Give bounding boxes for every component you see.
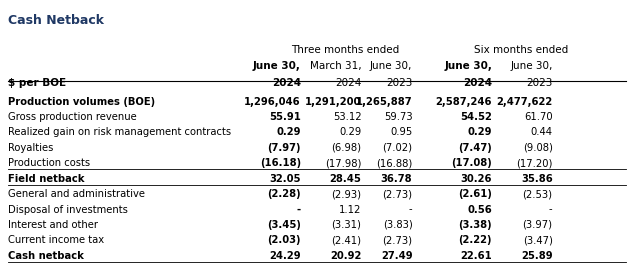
Text: (3.83): (3.83) bbox=[383, 220, 412, 230]
Text: 28.45: 28.45 bbox=[330, 174, 362, 184]
Text: 54.52: 54.52 bbox=[460, 112, 492, 122]
Text: June 30,: June 30, bbox=[370, 61, 412, 71]
Text: (2.28): (2.28) bbox=[268, 189, 301, 199]
Text: June 30,: June 30, bbox=[510, 61, 552, 71]
Text: June 30,: June 30, bbox=[253, 61, 301, 71]
Text: (2.41): (2.41) bbox=[332, 235, 362, 245]
Text: Interest and other: Interest and other bbox=[8, 220, 98, 230]
Text: 1.12: 1.12 bbox=[339, 204, 362, 215]
Text: (3.97): (3.97) bbox=[523, 220, 552, 230]
Text: 0.95: 0.95 bbox=[390, 127, 412, 138]
Text: (16.18): (16.18) bbox=[260, 158, 301, 168]
Text: (2.73): (2.73) bbox=[382, 235, 412, 245]
Text: (16.88): (16.88) bbox=[376, 158, 412, 168]
Text: 24.29: 24.29 bbox=[269, 251, 301, 261]
Text: (3.47): (3.47) bbox=[523, 235, 552, 245]
Text: (3.31): (3.31) bbox=[332, 220, 362, 230]
Text: Gross production revenue: Gross production revenue bbox=[8, 112, 136, 122]
Text: (2.03): (2.03) bbox=[268, 235, 301, 245]
Text: 59.73: 59.73 bbox=[384, 112, 412, 122]
Text: -: - bbox=[409, 204, 412, 215]
Text: June 30,: June 30, bbox=[444, 61, 492, 71]
Text: (2.22): (2.22) bbox=[458, 235, 492, 245]
Text: 1,291,200: 1,291,200 bbox=[305, 97, 362, 107]
Text: 35.86: 35.86 bbox=[521, 174, 552, 184]
Text: General and administrative: General and administrative bbox=[8, 189, 145, 199]
Text: 30.26: 30.26 bbox=[461, 174, 492, 184]
Text: 0.44: 0.44 bbox=[531, 127, 552, 138]
Text: 0.29: 0.29 bbox=[276, 127, 301, 138]
Text: (17.08): (17.08) bbox=[451, 158, 492, 168]
Text: (3.38): (3.38) bbox=[458, 220, 492, 230]
Text: (7.47): (7.47) bbox=[458, 143, 492, 153]
Text: 61.70: 61.70 bbox=[524, 112, 552, 122]
Text: Field netback: Field netback bbox=[8, 174, 84, 184]
Text: Six months ended: Six months ended bbox=[474, 45, 568, 55]
Text: (9.08): (9.08) bbox=[523, 143, 552, 153]
Text: 0.29: 0.29 bbox=[468, 127, 492, 138]
Text: 22.61: 22.61 bbox=[460, 251, 492, 261]
Text: 2023: 2023 bbox=[386, 78, 412, 88]
Text: -: - bbox=[549, 204, 552, 215]
Text: 27.49: 27.49 bbox=[381, 251, 412, 261]
Text: Royalties: Royalties bbox=[8, 143, 53, 153]
Text: March 31,: March 31, bbox=[310, 61, 362, 71]
Text: (17.20): (17.20) bbox=[516, 158, 552, 168]
Text: 53.12: 53.12 bbox=[333, 112, 362, 122]
Text: Disposal of investments: Disposal of investments bbox=[8, 204, 127, 215]
Text: (2.93): (2.93) bbox=[332, 189, 362, 199]
Text: (2.61): (2.61) bbox=[458, 189, 492, 199]
Text: (7.97): (7.97) bbox=[268, 143, 301, 153]
Text: -: - bbox=[297, 204, 301, 215]
Text: 2023: 2023 bbox=[526, 78, 552, 88]
Text: 2024: 2024 bbox=[335, 78, 362, 88]
Text: Three months ended: Three months ended bbox=[291, 45, 399, 55]
Text: (6.98): (6.98) bbox=[332, 143, 362, 153]
Text: 1,265,887: 1,265,887 bbox=[356, 97, 412, 107]
Text: Production volumes (BOE): Production volumes (BOE) bbox=[8, 97, 155, 107]
Text: 2024: 2024 bbox=[463, 78, 492, 88]
Text: 2,477,622: 2,477,622 bbox=[497, 97, 552, 107]
Text: Cash Netback: Cash Netback bbox=[8, 14, 104, 27]
Text: 1,296,046: 1,296,046 bbox=[244, 97, 301, 107]
Text: 32.05: 32.05 bbox=[269, 174, 301, 184]
Text: 20.92: 20.92 bbox=[330, 251, 362, 261]
Text: 2,587,246: 2,587,246 bbox=[436, 97, 492, 107]
Text: 25.89: 25.89 bbox=[521, 251, 552, 261]
Text: Current income tax: Current income tax bbox=[8, 235, 104, 245]
Text: (2.73): (2.73) bbox=[382, 189, 412, 199]
Text: Realized gain on risk management contracts: Realized gain on risk management contrac… bbox=[8, 127, 231, 138]
Text: (2.53): (2.53) bbox=[523, 189, 552, 199]
Text: Production costs: Production costs bbox=[8, 158, 90, 168]
Text: (7.02): (7.02) bbox=[382, 143, 412, 153]
Text: 2024: 2024 bbox=[272, 78, 301, 88]
Text: 0.56: 0.56 bbox=[467, 204, 492, 215]
Text: (17.98): (17.98) bbox=[325, 158, 362, 168]
Text: 55.91: 55.91 bbox=[269, 112, 301, 122]
Text: 36.78: 36.78 bbox=[381, 174, 412, 184]
Text: Cash netback: Cash netback bbox=[8, 251, 84, 261]
Text: 0.29: 0.29 bbox=[339, 127, 362, 138]
Text: $ per BOE: $ per BOE bbox=[8, 78, 66, 88]
Text: (3.45): (3.45) bbox=[267, 220, 301, 230]
